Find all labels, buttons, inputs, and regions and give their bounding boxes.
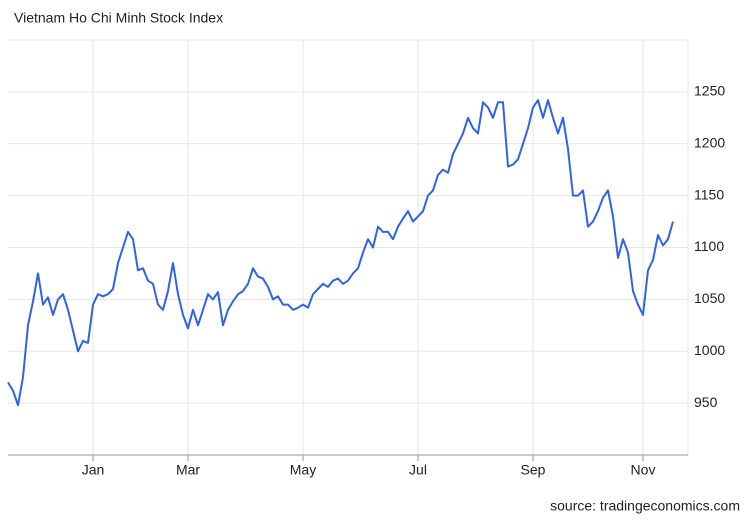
y-tick-label: 1150 <box>694 186 724 202</box>
y-tick-label: 1000 <box>694 342 725 358</box>
x-tick-label: Jan <box>82 462 105 478</box>
y-tick-label: 1250 <box>694 83 725 99</box>
x-tick-label: Jul <box>409 462 427 478</box>
chart-title: Vietnam Ho Chi Minh Stock Index <box>14 10 223 26</box>
source: source: tradingeconomics.com <box>550 498 740 514</box>
x-tick-label: Mar <box>176 462 200 478</box>
x-tick-label: May <box>290 462 316 478</box>
x-tick-label: Nov <box>631 462 656 478</box>
line <box>7 99 674 407</box>
x-tick-label: Sep <box>521 462 546 478</box>
y-tick-label: 950 <box>694 394 718 410</box>
y-tick-label: 1200 <box>694 134 725 150</box>
y-tick-label: 1100 <box>694 238 724 254</box>
y-tick-label: 1050 <box>694 290 725 306</box>
